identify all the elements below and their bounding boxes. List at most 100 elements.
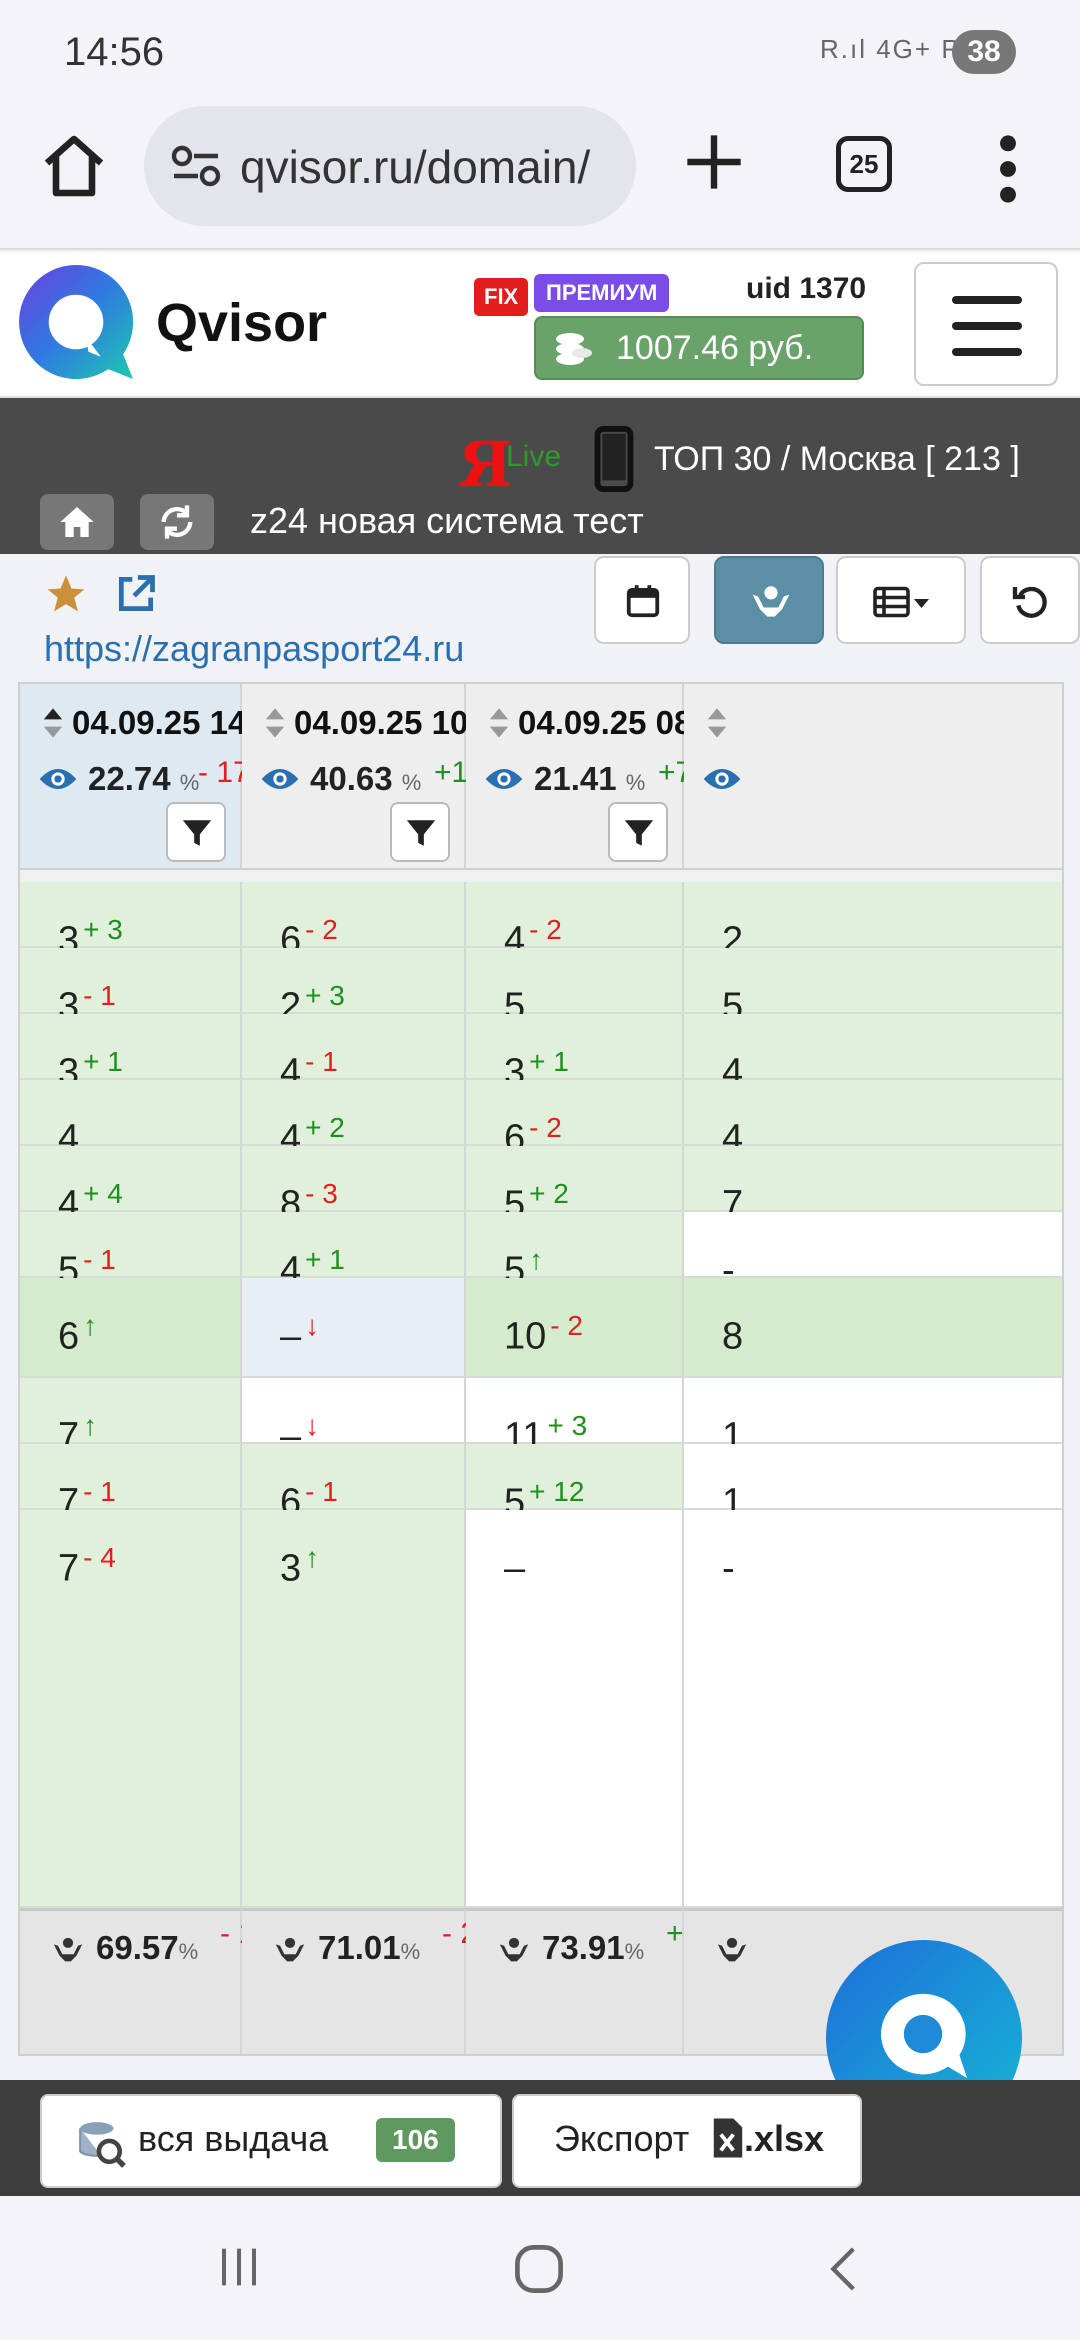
sort-icon[interactable] <box>42 706 64 740</box>
address-bar[interactable]: qvisor.ru/domain/ <box>144 106 636 226</box>
position-cell[interactable]: 5 + 2 <box>466 1146 684 1226</box>
position-cell[interactable]: 6 ↑ <box>20 1278 242 1378</box>
position-change: ↓ <box>305 1410 320 1441</box>
position-cell[interactable]: 1 <box>684 1378 1062 1458</box>
position-cell[interactable]: 6- 2 <box>242 882 466 962</box>
project-home-button[interactable] <box>40 494 114 550</box>
star-icon[interactable] <box>44 572 88 616</box>
position-cell[interactable]: – ↓ <box>242 1278 466 1378</box>
position-cell[interactable]: 6- 2 <box>466 1080 684 1160</box>
battery-icon: 38 <box>952 30 1016 74</box>
position-cell[interactable]: – <box>466 1510 684 1908</box>
position-cell[interactable]: 5 ↑ <box>466 1212 684 1292</box>
export-label: Экспорт <box>554 2118 690 2159</box>
position-cell[interactable]: 4 <box>20 1080 242 1160</box>
position-cell[interactable]: – ↓ <box>242 1378 466 1458</box>
sort-icon[interactable] <box>488 706 510 740</box>
calendar-button[interactable] <box>594 556 690 644</box>
eye-icon <box>39 769 77 789</box>
position-change: + 2 <box>305 1112 345 1143</box>
browser-menu-icon[interactable] <box>990 134 1026 204</box>
filter-button[interactable] <box>390 802 450 862</box>
position-cell[interactable]: 4- 1 <box>242 1014 466 1094</box>
position-cell[interactable]: 3 + 1 <box>466 1014 684 1094</box>
filter-button[interactable] <box>166 802 226 862</box>
home-nav-icon[interactable] <box>512 2242 566 2296</box>
visibility-mode-button[interactable] <box>714 556 824 644</box>
position-cell[interactable]: 7 ↑ <box>20 1378 242 1458</box>
position-cell[interactable]: 8- 3 <box>242 1146 466 1226</box>
position-cell[interactable]: 5 <box>684 948 1062 1028</box>
position-cell[interactable]: 4 + 2 <box>242 1080 466 1160</box>
position-cell[interactable]: 11 + 3 <box>466 1378 684 1458</box>
position-cell[interactable]: 2 + 3 <box>242 948 466 1028</box>
position-cell[interactable]: 3 + 1 <box>20 1014 242 1094</box>
position-change: - 3 <box>305 1178 338 1209</box>
position-cell[interactable]: 4 <box>684 1014 1062 1094</box>
position-change: - 4 <box>83 1542 116 1573</box>
position-cell[interactable]: 3 + 3 <box>20 882 242 962</box>
position-cell[interactable]: - <box>684 1212 1062 1292</box>
position-cell[interactable]: 7- 1 <box>20 1444 242 1524</box>
position-cell[interactable]: 7- 4 <box>20 1510 242 1908</box>
position-cell[interactable]: 5 <box>466 948 684 1028</box>
filter-button[interactable] <box>608 802 668 862</box>
position-cell[interactable]: 4- 2 <box>466 882 684 962</box>
position-cell[interactable]: 6- 1 <box>242 1444 466 1524</box>
position-cell[interactable]: 7 <box>684 1146 1062 1226</box>
position-cell[interactable]: 3- 1 <box>20 948 242 1028</box>
qvisor-logo-icon[interactable] <box>14 260 138 384</box>
position-value: 10 <box>504 1315 547 1358</box>
position-cell[interactable]: 4 + 1 <box>242 1212 466 1292</box>
back-icon[interactable] <box>820 2242 870 2296</box>
sort-icon[interactable] <box>264 706 286 740</box>
position-cell[interactable]: 2 <box>684 882 1062 962</box>
filter-icon <box>182 820 212 846</box>
refresh-icon <box>161 505 193 539</box>
position-change: + 4 <box>83 1178 123 1209</box>
position-cell[interactable]: 5- 1 <box>20 1212 242 1292</box>
position-cell[interactable]: 5 + 12 <box>466 1444 684 1524</box>
home-icon[interactable] <box>38 130 110 202</box>
site-settings-icon[interactable] <box>170 142 222 190</box>
database-search-icon <box>79 2122 126 2168</box>
column-header[interactable] <box>684 684 1062 870</box>
position-cell[interactable]: 4 + 4 <box>20 1146 242 1226</box>
tab-switcher-button[interactable]: 25 <box>836 136 892 192</box>
position-cell[interactable]: 8 <box>684 1278 1062 1378</box>
sort-icon[interactable] <box>706 706 728 740</box>
hands-icon <box>53 1937 83 1962</box>
position-change: ↑ <box>83 1410 98 1441</box>
site-url-link[interactable]: https://zagranpasport24.ru <box>44 628 465 669</box>
export-xlsx-button[interactable]: Экспорт .xlsx <box>512 2094 862 2188</box>
site-menu-button[interactable] <box>914 262 1058 386</box>
table-list-icon <box>873 586 929 618</box>
refresh-button[interactable] <box>140 494 214 550</box>
position-change: + 3 <box>83 914 123 945</box>
position-cell[interactable]: - <box>684 1510 1062 1908</box>
position-cell[interactable]: 3 ↑ <box>242 1510 466 1908</box>
columns-view-button[interactable] <box>836 556 966 644</box>
hands-icon <box>752 586 790 617</box>
external-link-icon[interactable] <box>114 572 158 616</box>
region-info[interactable]: ТОП 30 / Москва [ 213 ] <box>654 440 1020 478</box>
position-cell[interactable]: 4 <box>684 1080 1062 1160</box>
calendar-icon <box>626 585 660 618</box>
all-results-button[interactable]: вся выдача 106 <box>40 2094 502 2188</box>
column-footer: 73.91%+ 10.14 <box>466 1908 767 2054</box>
site-header: Qvisor FIX ПРЕМИУМ uid 1370 1007.46 руб. <box>0 252 1080 398</box>
position-cell[interactable]: 1 <box>684 1444 1062 1524</box>
position-cell[interactable]: 10- 2 <box>466 1278 684 1378</box>
hands-icon <box>717 1937 747 1962</box>
url-text[interactable]: qvisor.ru/domain/ <box>240 141 591 193</box>
reset-button[interactable] <box>980 556 1080 644</box>
position-value: 7 <box>58 1547 80 1590</box>
balance-button[interactable]: 1007.46 руб. <box>534 316 864 380</box>
new-tab-icon[interactable] <box>682 130 746 194</box>
recent-apps-icon[interactable] <box>214 2242 264 2292</box>
